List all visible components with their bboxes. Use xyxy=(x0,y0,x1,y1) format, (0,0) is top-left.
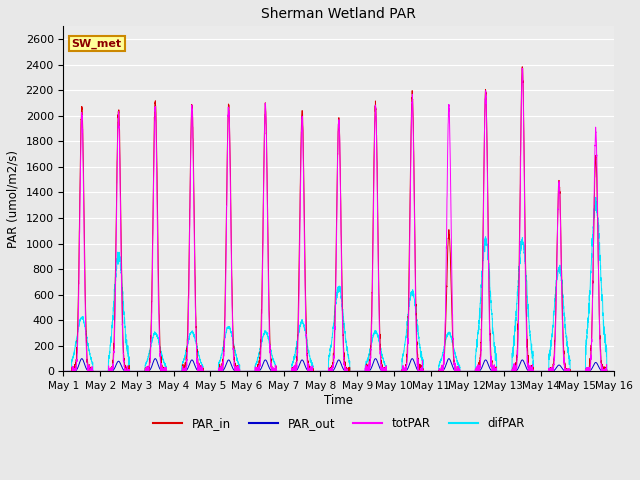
PAR_in xyxy=(60,369,67,374)
difPAR xyxy=(318,369,326,374)
Line: totPAR: totPAR xyxy=(63,68,614,372)
PAR_out xyxy=(462,369,470,374)
totPAR xyxy=(610,369,618,374)
Line: PAR_in: PAR_in xyxy=(63,67,614,372)
PAR_in xyxy=(318,369,326,374)
PAR_in xyxy=(610,369,618,374)
totPAR xyxy=(518,65,526,71)
X-axis label: Time: Time xyxy=(324,394,353,407)
PAR_out xyxy=(611,369,618,374)
difPAR xyxy=(610,369,618,374)
PAR_out xyxy=(78,356,86,361)
PAR_out xyxy=(319,369,326,374)
PAR_out xyxy=(159,368,166,374)
PAR_out xyxy=(60,369,67,374)
Legend: PAR_in, PAR_out, totPAR, difPAR: PAR_in, PAR_out, totPAR, difPAR xyxy=(148,412,529,434)
totPAR xyxy=(318,369,326,374)
totPAR xyxy=(60,369,67,374)
totPAR xyxy=(493,369,501,374)
Line: difPAR: difPAR xyxy=(63,197,614,372)
difPAR xyxy=(611,369,618,374)
PAR_out xyxy=(493,369,501,374)
difPAR xyxy=(60,369,67,374)
totPAR xyxy=(462,369,470,374)
PAR_in xyxy=(493,369,501,374)
Y-axis label: PAR (umol/m2/s): PAR (umol/m2/s) xyxy=(7,150,20,248)
PAR_in xyxy=(432,369,440,374)
difPAR xyxy=(592,194,600,200)
Line: PAR_out: PAR_out xyxy=(63,359,614,372)
PAR_in xyxy=(159,369,166,374)
totPAR xyxy=(611,369,618,374)
PAR_in xyxy=(611,369,618,374)
PAR_out xyxy=(432,369,440,374)
difPAR xyxy=(462,369,470,374)
totPAR xyxy=(432,369,440,374)
PAR_in xyxy=(462,369,470,374)
Title: Sherman Wetland PAR: Sherman Wetland PAR xyxy=(261,7,416,21)
totPAR xyxy=(159,369,166,374)
PAR_out xyxy=(610,369,618,374)
PAR_in xyxy=(518,64,526,70)
difPAR xyxy=(493,369,501,374)
difPAR xyxy=(159,355,166,361)
Text: SW_met: SW_met xyxy=(72,38,122,48)
difPAR xyxy=(432,369,440,374)
